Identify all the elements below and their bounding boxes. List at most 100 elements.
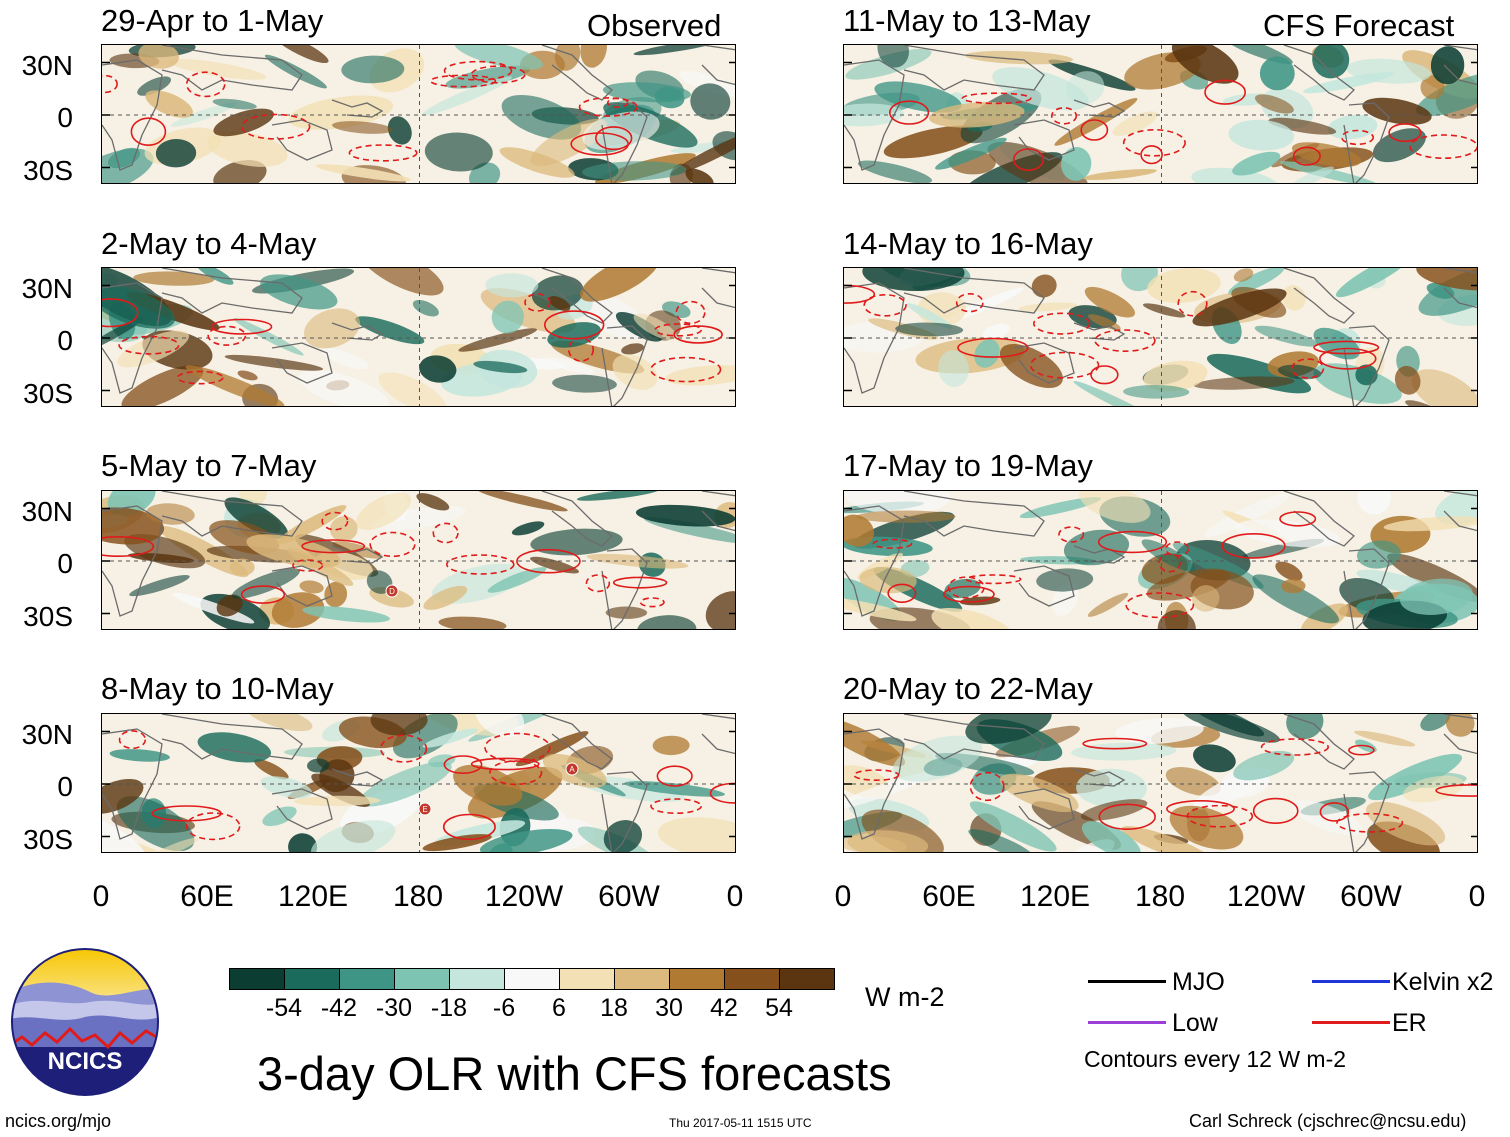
lon-label: 180: [392, 880, 444, 913]
olr-anomaly-blob: [196, 268, 234, 285]
olr-anomaly-blob: [273, 45, 329, 64]
lat-label-30s: 30S: [23, 824, 73, 855]
olr-anomaly-blob: [1416, 268, 1477, 291]
olr-anomaly-blob: [982, 323, 1010, 339]
olr-anomaly-blob: [159, 526, 249, 578]
er-contour: [1204, 79, 1247, 105]
er-contour: [185, 71, 226, 98]
olr-anomaly-blob: [580, 268, 660, 302]
footer-timestamp: Thu 2017-05-11 1515 UTC: [669, 1116, 812, 1130]
colorbar-tick-label: 42: [710, 994, 738, 1022]
olr-anomaly-blob: [1356, 540, 1401, 569]
olr-anomaly-blob: [487, 567, 547, 593]
olr-anomaly-blob: [1079, 491, 1151, 523]
olr-anomaly-blob: [1088, 314, 1121, 331]
coastline: [701, 268, 735, 309]
footer-url[interactable]: ncics.org/mjo: [5, 1111, 112, 1131]
olr-anomaly-blob: [935, 137, 1007, 170]
coastline: [1013, 342, 1075, 384]
lon-label: 60W: [1340, 880, 1402, 913]
storm-marker-label: E: [422, 805, 427, 814]
olr-anomaly-blob: [294, 795, 381, 807]
coastline: [271, 119, 333, 161]
er-contour: [380, 734, 428, 763]
olr-anomaly-blob: [877, 45, 909, 68]
olr-anomaly-blob: [844, 717, 906, 767]
olr-anomaly-blob: [1018, 302, 1078, 312]
olr-anomaly-blob: [480, 288, 576, 333]
olr-anomaly-blob: [298, 369, 389, 406]
olr-anomaly-blob: [1036, 568, 1094, 592]
olr-anomaly-blob: [515, 731, 589, 767]
er-contour: [118, 335, 180, 355]
er-contour: [1186, 804, 1254, 828]
olr-anomaly-blob: [637, 615, 697, 629]
coastline: [541, 268, 613, 324]
olr-anomaly-blob: [1019, 497, 1102, 519]
er-contour: [1336, 812, 1404, 833]
er-contour: [887, 583, 917, 604]
olr-anomaly-blob: [1383, 516, 1477, 532]
map-panel-obs-2: [101, 267, 736, 407]
olr-anomaly-blob: [1193, 376, 1295, 390]
olr-anomaly-blob: [229, 558, 255, 576]
olr-anomaly-blob: [1259, 56, 1295, 91]
lon-label: 0: [726, 880, 744, 913]
olr-anomaly-blob: [102, 285, 175, 329]
olr-anomaly-blob: [392, 714, 458, 759]
coastline: [1343, 325, 1390, 406]
olr-anomaly-blob: [355, 492, 412, 530]
legend-line-kelvin: [1312, 980, 1390, 983]
coastline: [1443, 714, 1477, 755]
storm-marker-label: D: [389, 587, 395, 596]
olr-anomaly-blob: [705, 591, 735, 629]
coastline: [271, 565, 333, 607]
olr-anomaly-blob: [277, 505, 347, 545]
olr-anomaly-field: [102, 268, 735, 406]
olr-anomaly-blob: [928, 101, 1025, 128]
coastline: [541, 714, 613, 770]
lat-label-30s: 30S: [23, 601, 73, 632]
olr-anomaly-blob: [552, 374, 617, 393]
colorbar-swatch: [669, 968, 725, 990]
cfs-forecast-label: CFS Forecast: [1263, 8, 1455, 43]
olr-anomaly-blob: [116, 796, 195, 852]
olr-anomaly-blob: [458, 328, 538, 352]
panel-title-obs-4: 8-May to 10-May: [101, 671, 334, 706]
er-contour: [432, 522, 459, 544]
olr-anomaly-blob: [107, 491, 156, 517]
olr-anomaly-blob: [1362, 97, 1432, 125]
map-panel-obs-1: [101, 44, 736, 184]
olr-anomaly-blob: [1065, 71, 1105, 105]
olr-anomaly-blob: [1192, 288, 1287, 327]
er-contour: [650, 356, 722, 383]
panel-title-fc-1: 11-May to 13-May: [843, 3, 1091, 38]
panel-title-obs-3: 5-May to 7-May: [101, 448, 317, 483]
colorbar-tick-label: -6: [492, 994, 516, 1022]
olr-anomaly-blob: [424, 132, 493, 172]
er-contour: [853, 769, 900, 781]
lat-label-30n: 30N: [21, 496, 73, 527]
map-panel-fc-4: [843, 713, 1478, 853]
olr-anomaly-blob: [387, 116, 412, 145]
er-contour: [1166, 800, 1235, 818]
er-contour: [1033, 312, 1091, 335]
er-contour: [348, 144, 418, 162]
er-contour: [176, 370, 224, 385]
olr-anomaly-blob: [288, 833, 318, 852]
storm-marker: [418, 802, 432, 816]
olr-anomaly-field: [844, 491, 1477, 629]
coastline: [701, 45, 735, 86]
olr-anomaly-blob: [859, 566, 917, 594]
olr-anomaly-blob: [207, 131, 288, 167]
lat-label-30s: 30S: [23, 378, 73, 409]
colorbar-tick-label: -42: [320, 994, 358, 1022]
olr-anomaly-blob: [1031, 274, 1057, 298]
er-contour: [1292, 146, 1321, 166]
er-contour: [872, 538, 913, 549]
coastline: [102, 728, 163, 840]
er-contour: [489, 760, 543, 786]
olr-anomaly-blob: [271, 592, 325, 628]
coastline: [1343, 548, 1390, 629]
olr-anomaly-field: [102, 45, 735, 183]
